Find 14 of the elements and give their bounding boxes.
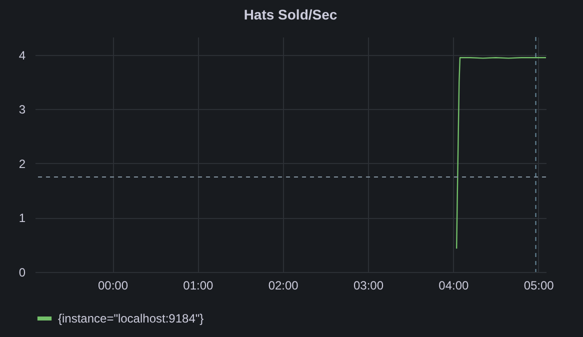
y-tick-label: 3 [18, 102, 26, 117]
y-tick-label: 1 [18, 211, 26, 226]
y-tick-label: 0 [18, 266, 26, 280]
x-tick-label: 02:00 [268, 278, 299, 292]
legend-label: {instance="localhost:9184"} [58, 312, 204, 326]
line-series [456, 57, 547, 250]
x-tick-label: 04:00 [438, 278, 470, 292]
chart-title: Hats Sold/Sec [244, 6, 338, 22]
x-tick-label: 05:00 [524, 278, 554, 292]
y-tick-label: 4 [18, 48, 26, 62]
x-tick-label: 03:00 [353, 278, 384, 292]
x-tick-label: 00:00 [98, 278, 128, 292]
x-tick-label: 01:00 [183, 278, 214, 292]
y-tick-label: 2 [18, 156, 26, 171]
